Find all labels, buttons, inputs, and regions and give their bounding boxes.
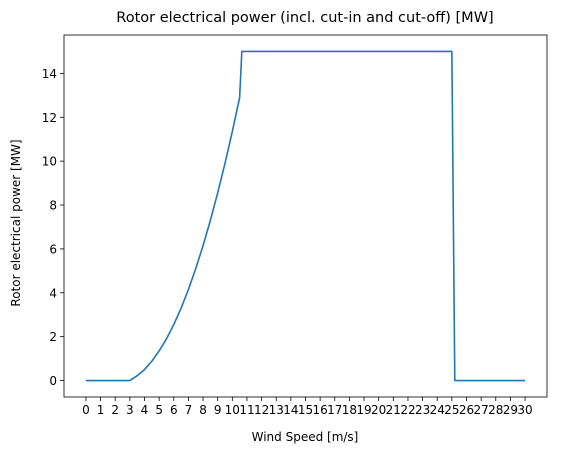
x-tick-label: 6: [170, 403, 178, 417]
x-tick-label: 26: [459, 403, 474, 417]
x-tick-label: 16: [312, 403, 327, 417]
x-tick-label: 5: [155, 403, 163, 417]
x-tick-label: 22: [400, 403, 415, 417]
x-tick-label: 21: [386, 403, 401, 417]
axes-frame: [63, 34, 548, 398]
x-tick-label: 29: [503, 403, 518, 417]
y-tick-label: 12: [42, 111, 57, 125]
x-axis-label: Wind Speed [m/s]: [252, 430, 359, 444]
x-tick-label: 0: [82, 403, 90, 417]
x-tick-label: 10: [225, 403, 240, 417]
x-tick-label: 14: [283, 403, 298, 417]
x-tick-label: 15: [298, 403, 313, 417]
x-tick-label: 13: [269, 403, 284, 417]
x-tick-label: 1: [97, 403, 105, 417]
x-tick-label: 24: [430, 403, 445, 417]
y-tick-label: 8: [49, 199, 57, 213]
x-tick-label: 17: [327, 403, 342, 417]
x-tick-label: 23: [415, 403, 430, 417]
x-tick-label: 4: [141, 403, 149, 417]
x-tick-label: 25: [444, 403, 459, 417]
x-tick-label: 7: [185, 403, 193, 417]
x-tick-label: 19: [356, 403, 371, 417]
x-tick-label: 3: [126, 403, 134, 417]
x-tick-label: 8: [199, 403, 207, 417]
y-axis-ticks: 0 2 4 6 8 10 12 14: [42, 67, 64, 388]
x-tick-label: 12: [254, 403, 269, 417]
chart-title: Rotor electrical power (incl. cut-in and…: [116, 10, 493, 26]
y-tick-label: 10: [42, 155, 57, 169]
x-tick-label: 18: [342, 403, 357, 417]
x-tick-label: 20: [371, 403, 386, 417]
series-line: [85, 50, 526, 382]
y-tick-label: 0: [49, 374, 57, 388]
x-tick-label: 27: [473, 403, 488, 417]
x-tick-label: 28: [488, 403, 503, 417]
y-tick-label: 4: [49, 286, 57, 300]
x-tick-label: 9: [214, 403, 222, 417]
y-tick-label: 14: [42, 67, 57, 81]
y-tick-label: 6: [49, 242, 57, 256]
x-tick-label: 2: [111, 403, 119, 417]
x-axis-ticks: 0 1 2 3 4 5 6 7 8 9 10 11 12 13 14 15 16 17 18 19 20 21 22 23 24…: [82, 397, 533, 417]
x-tick-label: 11: [239, 403, 254, 417]
y-axis-label: Rotor electrical power [MW]: [9, 139, 23, 306]
x-tick-label: 30: [517, 403, 532, 417]
y-tick-label: 2: [49, 330, 57, 344]
